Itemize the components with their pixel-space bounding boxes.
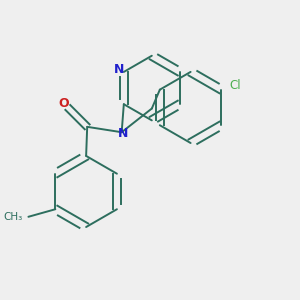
Text: N: N bbox=[114, 63, 125, 76]
Text: O: O bbox=[58, 97, 69, 110]
Text: N: N bbox=[118, 127, 128, 140]
Text: Cl: Cl bbox=[229, 79, 241, 92]
Text: CH₃: CH₃ bbox=[4, 212, 23, 222]
